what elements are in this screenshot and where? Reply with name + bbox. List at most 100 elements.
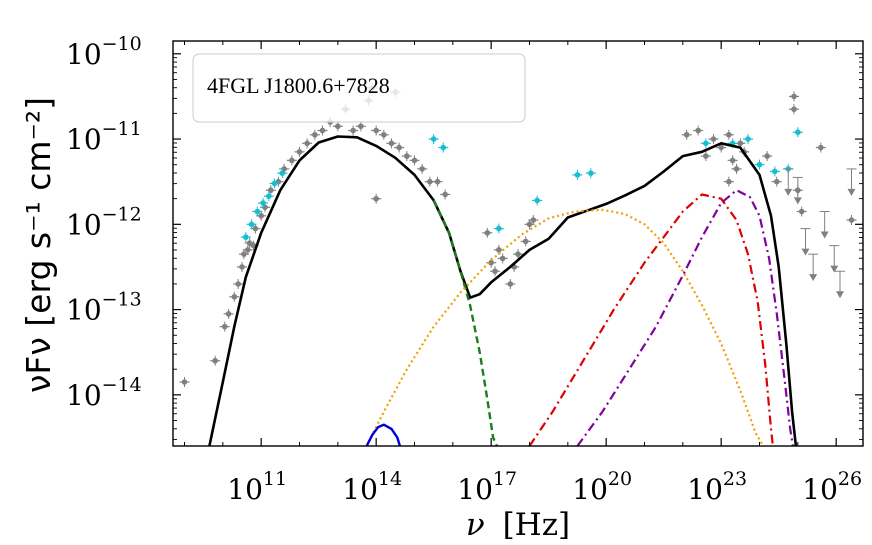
upper-limit-arrow [801,248,810,256]
simultaneous-point [248,221,255,228]
x-tick-base: 10 [457,473,493,506]
simultaneous-point [795,129,801,136]
simultaneous-point [430,136,437,142]
y-tick-label: 10−14 [66,374,142,412]
x-tick-base: 10 [342,473,378,506]
y-tick-exponent: −13 [102,289,142,311]
archival-point [239,264,245,270]
archival-point [499,255,506,262]
x-tick-label: 1011 [227,468,287,506]
archival-point [484,230,491,236]
archival-point [335,123,341,130]
legend-label: 4FGL J1800.6+7828 [207,73,390,98]
simultaneous-point [534,197,540,204]
simultaneous-point [254,208,261,215]
x-tick-label: 1026 [802,468,862,506]
archival-point [791,93,797,100]
archival-point [773,178,780,185]
y-tick-exponent: −14 [102,374,142,396]
ec-component-2-curve [576,189,794,446]
data-points [179,82,857,388]
y-axis-label: νFν [erg s⁻¹ cm⁻²] [19,97,58,393]
archival-point [388,140,395,147]
simultaneous-point [574,172,581,178]
x-tick-label: 1017 [457,468,517,506]
simultaneous-point [440,144,447,151]
y-tick-base: 10 [66,379,102,412]
simultaneous-point [745,136,751,142]
archival-point [244,247,251,253]
archival-point [404,153,410,159]
upper-limit-arrow [847,188,856,196]
archival-point [411,157,418,164]
archival-point [289,157,295,164]
archival-point [718,144,724,151]
x-axis-symbol: ν [466,507,485,543]
simultaneous-point [496,225,502,232]
simultaneous-point [588,170,594,176]
simultaneous-point [279,170,286,176]
legend-box [192,53,526,123]
archival-point [764,153,770,159]
archival-point [729,157,736,164]
x-axis-label: ν [Hz] [466,507,570,543]
archival-point [225,311,232,317]
y-tick-base: 10 [66,294,102,327]
x-tick-base: 10 [802,473,838,506]
archival-point [212,357,218,364]
x-tick-exponent: 11 [263,468,287,490]
archival-point [798,208,805,215]
y-tick-label: 10−13 [66,289,142,327]
y-tick-label: 10−11 [66,118,142,156]
y-tick-exponent: −11 [102,118,142,140]
legend: 4FGL J1800.6+7828 [192,53,526,123]
archival-point [304,140,310,147]
simultaneous-point [243,234,249,240]
x-axis-unit: [Hz] [503,507,571,543]
archival-point [221,323,228,330]
x-tick-exponent: 26 [838,468,862,490]
archival-point [181,379,188,385]
archival-point [296,149,303,155]
x-tick-exponent: 23 [723,468,747,490]
y-tick-base: 10 [66,38,102,71]
archival-point [373,195,379,202]
archival-point [241,251,247,257]
simultaneous-point [772,168,778,175]
ec-component-1-curve [528,193,774,446]
archival-point [848,217,855,223]
y-tick-base: 10 [66,208,102,241]
archival-point [258,212,264,219]
ssc-curve [365,208,765,446]
x-tick-label: 1020 [572,468,632,506]
archival-point [262,204,268,211]
y-tick-label: 10−12 [66,203,142,241]
archival-point [526,221,533,228]
archival-point [726,178,732,185]
archival-point [683,131,690,138]
archival-point [358,123,364,130]
upper-limit-arrow [809,274,818,282]
simultaneous-point [756,161,763,168]
archival-point [312,131,318,138]
x-tick-label: 1023 [687,468,747,506]
upper-limit-arrow [793,197,802,205]
y-tick-label: 10−10 [66,33,142,71]
archival-point [381,131,387,138]
simultaneous-point [271,180,278,187]
y-tick-base: 10 [66,123,102,156]
upper-limit-arrow [836,291,844,299]
model-curves [208,135,798,446]
y-tick-exponent: −10 [102,33,142,55]
archival-point [231,293,238,300]
archival-point [726,131,732,138]
archival-point [515,251,521,257]
archival-point [791,106,797,113]
archival-point [434,178,441,185]
archival-point [419,166,425,172]
archival-point [737,140,744,147]
archival-point [703,153,709,159]
archival-point [733,166,740,172]
simultaneous-point [703,140,709,147]
archival-point [695,127,701,134]
